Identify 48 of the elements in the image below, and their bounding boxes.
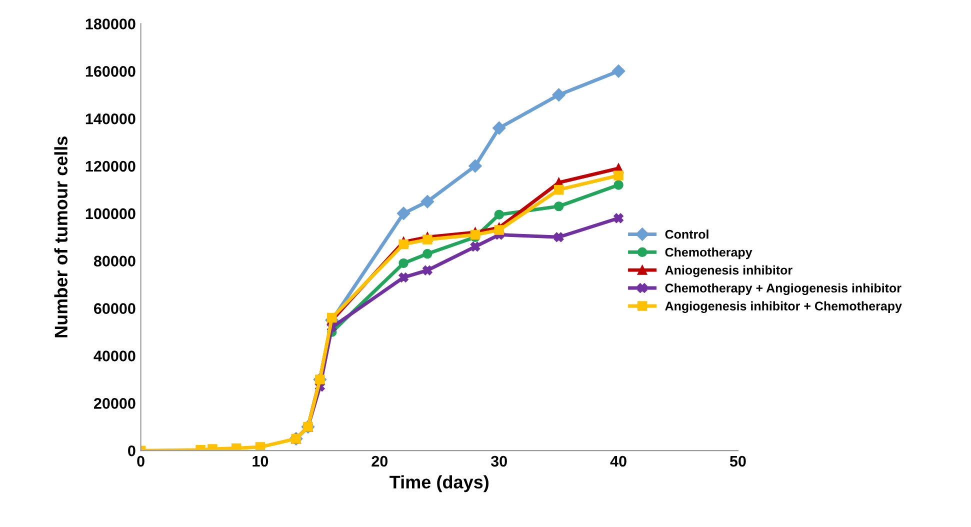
legend-label: Aniogenesis inhibitor [665, 265, 792, 278]
point [554, 201, 564, 212]
point [554, 232, 564, 242]
point [494, 210, 504, 220]
point [552, 88, 566, 102]
legend-label: Angiogenesis inhibitor + Chemotherapy [665, 301, 902, 314]
x-tick-label: 40 [610, 456, 626, 467]
point [398, 258, 408, 268]
y-tick-label: 0 [128, 445, 136, 456]
point [470, 230, 480, 240]
point [614, 170, 624, 180]
y-axis-title: Number of tumour cells [54, 136, 68, 338]
point [422, 265, 432, 276]
point [422, 248, 432, 259]
point [614, 180, 624, 190]
point [327, 312, 337, 323]
y-tick-label: 120000 [86, 160, 136, 172]
point [612, 64, 626, 78]
y-tick-label: 40000 [94, 350, 136, 362]
point [398, 272, 408, 282]
point [420, 194, 434, 208]
x-tick-label: 30 [490, 456, 507, 467]
point [398, 239, 408, 250]
legend-label: Control [665, 230, 708, 239]
point [492, 121, 506, 135]
x-axis-title: Time (days) [390, 475, 488, 492]
x-tick-label: 0 [137, 456, 144, 467]
legend-label: Chemotherapy [665, 247, 752, 260]
legend-label: Chemotherapy + Angiogenesis inhibitor [665, 283, 902, 296]
x-tick-label: 50 [730, 456, 746, 467]
y-tick-label: 140000 [86, 113, 136, 124]
point [468, 159, 482, 173]
y-tick-label: 180000 [86, 18, 136, 30]
y-tick-label: 100000 [86, 208, 136, 220]
y-tick-label: 160000 [86, 66, 136, 77]
x-tick-label: 10 [252, 456, 268, 467]
point [554, 184, 564, 195]
point [470, 242, 480, 252]
y-tick-label: 80000 [94, 256, 136, 267]
point [396, 206, 410, 220]
y-tick-label: 20000 [94, 398, 136, 409]
point [614, 213, 624, 224]
point [422, 234, 432, 244]
point [231, 443, 242, 451]
y-tick-label: 60000 [94, 303, 136, 314]
point [255, 442, 266, 451]
x-tick-label: 20 [372, 456, 388, 467]
point [494, 225, 504, 235]
